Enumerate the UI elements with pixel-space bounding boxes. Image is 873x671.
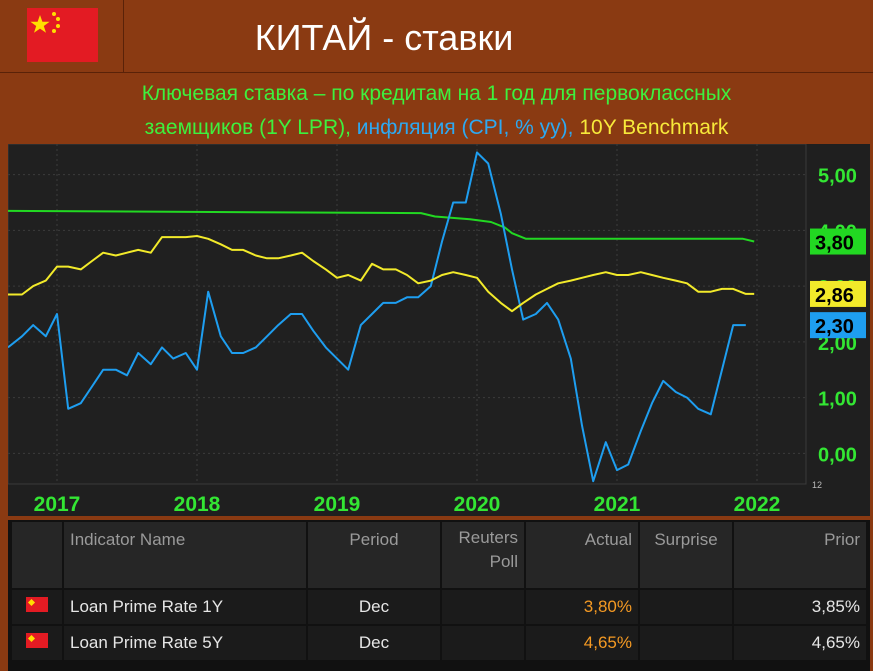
subtitle-line-1: Ключевая ставка – по кредитам на 1 год д… (141, 82, 732, 105)
header-flag (12, 522, 62, 588)
header-surprise[interactable]: Surprise (640, 522, 732, 588)
x-tick-label: 2021 (594, 493, 641, 516)
table-row[interactable]: Loan Prime Rate 5Y Dec 4,65% 4,65% (12, 626, 866, 660)
y-tick-label: 1,00 (818, 389, 857, 411)
indicator-name: Loan Prime Rate 1Y (64, 590, 306, 624)
header-indicator-name[interactable]: Indicator Name (64, 522, 306, 588)
surprise (640, 626, 732, 660)
x-tick-label: 2019 (314, 493, 361, 516)
series-line-cpi (7, 151, 746, 483)
indicator-table: Indicator Name Period Reuters Poll Actua… (10, 520, 868, 662)
x-tick-label: 2020 (454, 493, 501, 516)
table-row[interactable]: Loan Prime Rate 1Y Dec 3,80% 3,85% (12, 590, 866, 624)
plot-area (7, 143, 807, 485)
series-line-lpr (7, 209, 755, 243)
series-line-bond (8, 235, 755, 313)
last-value-label-cpi: 2,30 (815, 316, 854, 338)
subtitle: Ключевая ставка – по кредитам на 1 год д… (0, 72, 873, 144)
x-tick-label: 2022 (734, 493, 781, 516)
subtitle-bond: 10Y Benchmark (573, 116, 729, 139)
last-value-badge-cpi (810, 312, 866, 339)
corner-label: 12 (812, 480, 822, 490)
subtitle-lpr: заемщиков (1Y LPR), (144, 116, 351, 139)
header-prior[interactable]: Prior (734, 522, 866, 588)
row-flag (12, 590, 62, 624)
china-flag-icon (26, 633, 48, 648)
x-tick-label: 2018 (174, 493, 221, 516)
y-tick-label: 2,00 (818, 333, 857, 355)
table-header-row: Indicator Name Period Reuters Poll Actua… (12, 522, 866, 588)
indicator-table-panel: Indicator Name Period Reuters Poll Actua… (8, 520, 870, 671)
indicator-name: Loan Prime Rate 5Y (64, 626, 306, 660)
period: Dec (308, 626, 440, 660)
row-flag (12, 626, 62, 660)
header-actual[interactable]: Actual (526, 522, 638, 588)
flag-box (0, 0, 124, 72)
y-tick-label: 5,00 (818, 166, 857, 188)
subtitle-cpi: инфляция (CPI, % yy), (350, 116, 574, 139)
last-value-label-lpr: 3,80 (815, 233, 854, 255)
page-title: КИТАЙ - ставки (254, 17, 514, 58)
actual: 3,80% (526, 590, 638, 624)
header-period[interactable]: Period (308, 522, 440, 588)
chart-panel: 5,004,003,002,001,000,003,802,862,302017… (7, 143, 870, 516)
china-flag-icon (26, 597, 48, 612)
last-value-badge-lpr (810, 228, 866, 255)
header: КИТАЙ - ставки (0, 0, 873, 72)
line-chart: 5,004,003,002,001,000,003,802,862,302017… (7, 143, 866, 516)
surprise (640, 590, 732, 624)
actual: 4,65% (526, 626, 638, 660)
china-flag-icon (27, 8, 98, 62)
period: Dec (308, 590, 440, 624)
y-tick-label: 0,00 (818, 444, 857, 466)
last-value-badge-bond (810, 280, 866, 307)
reuters-poll (442, 590, 524, 624)
prior: 4,65% (734, 626, 866, 660)
reuters-poll (442, 626, 524, 660)
last-value-label-bond: 2,86 (815, 285, 854, 307)
prior: 3,85% (734, 590, 866, 624)
subtitle-line-2: заемщиков (1Y LPR), инфляция (CPI, % yy)… (0, 111, 873, 145)
header-reuters-poll[interactable]: Reuters Poll (442, 522, 524, 588)
x-tick-label: 2017 (34, 493, 81, 516)
